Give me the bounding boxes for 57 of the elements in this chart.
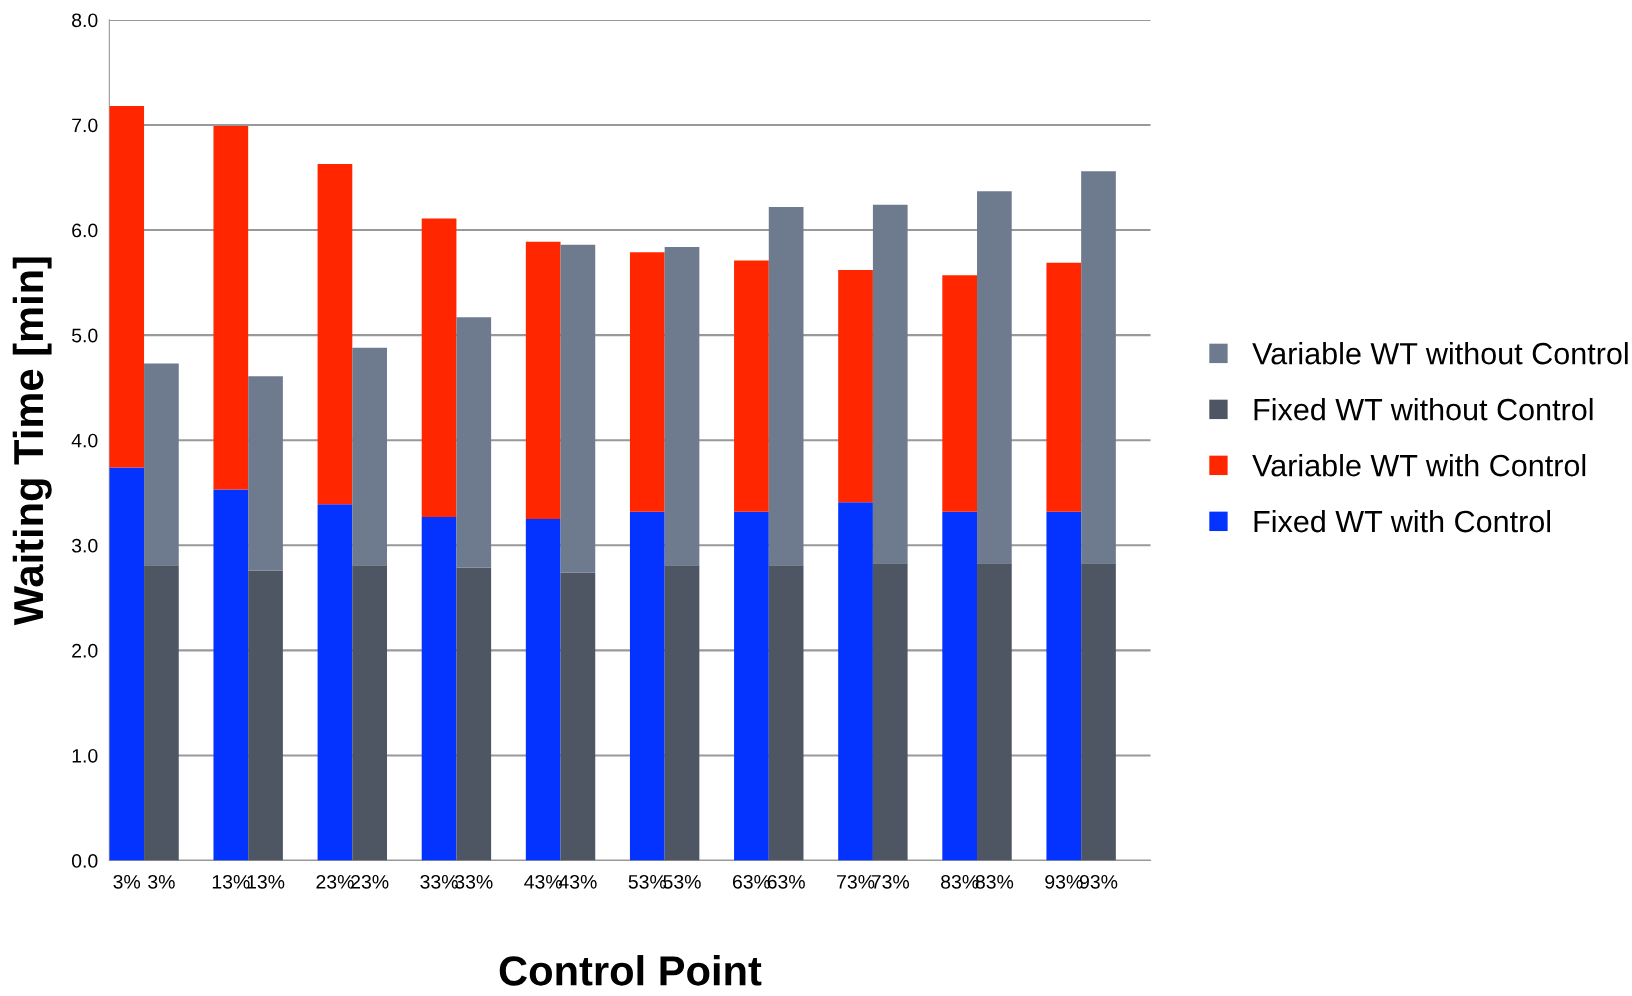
bar	[109, 106, 145, 468]
y-tick-label: 8.0	[72, 13, 98, 28]
legend-label: Variable WT without Control	[1252, 342, 1628, 365]
y-axis-title: Waiting Time [min]	[12, 257, 52, 626]
bar	[213, 126, 249, 490]
bar	[248, 376, 283, 571]
bar	[734, 260, 769, 512]
bar	[1081, 563, 1116, 861]
bar	[734, 511, 769, 861]
bar	[421, 516, 457, 861]
bar	[525, 241, 561, 520]
bar	[664, 565, 700, 861]
legend-label: Fixed WT without Control	[1254, 398, 1593, 421]
bar	[977, 191, 1012, 564]
bar	[317, 504, 353, 861]
bar	[629, 511, 665, 861]
bar	[977, 563, 1012, 861]
bar	[1081, 171, 1116, 564]
bar	[629, 252, 665, 512]
bar	[942, 511, 978, 861]
bar	[872, 563, 908, 861]
bar	[456, 317, 492, 568]
bar	[352, 565, 387, 861]
bar	[664, 246, 700, 566]
x-tick-label: 3%	[148, 874, 175, 889]
y-tick-label: 7.0	[72, 118, 98, 133]
bar	[560, 244, 596, 573]
bar	[248, 570, 283, 861]
y-tick-label: 5.0	[71, 328, 98, 343]
bar	[352, 347, 387, 566]
legend-label: Fixed WT with Control	[1254, 509, 1551, 533]
y-tick-label: 3.0	[71, 538, 98, 553]
bar	[109, 467, 145, 861]
bar	[525, 519, 561, 861]
x-axis-title: Control Point	[499, 955, 762, 986]
bar	[144, 565, 179, 861]
bar	[213, 489, 249, 861]
y-tick-label: 4.0	[71, 433, 98, 448]
bar	[838, 270, 873, 503]
bar	[317, 163, 353, 505]
bar	[1046, 262, 1082, 512]
y-tick-label: 0.0	[71, 854, 98, 868]
bar	[1046, 511, 1082, 861]
x-tick-label: 3%	[113, 874, 141, 889]
bar	[942, 275, 978, 512]
bar	[872, 204, 908, 564]
bar	[456, 567, 492, 861]
legend-label: Variable WT with Control	[1252, 453, 1586, 477]
y-tick-label: 6.0	[72, 223, 98, 238]
bar	[560, 572, 596, 861]
y-tick-label: 1.0	[72, 748, 98, 763]
bar	[768, 206, 804, 566]
bar	[421, 218, 457, 517]
bar	[838, 502, 873, 861]
y-tick-label: 2.0	[72, 643, 98, 658]
bar	[144, 363, 179, 566]
bar	[768, 565, 804, 861]
